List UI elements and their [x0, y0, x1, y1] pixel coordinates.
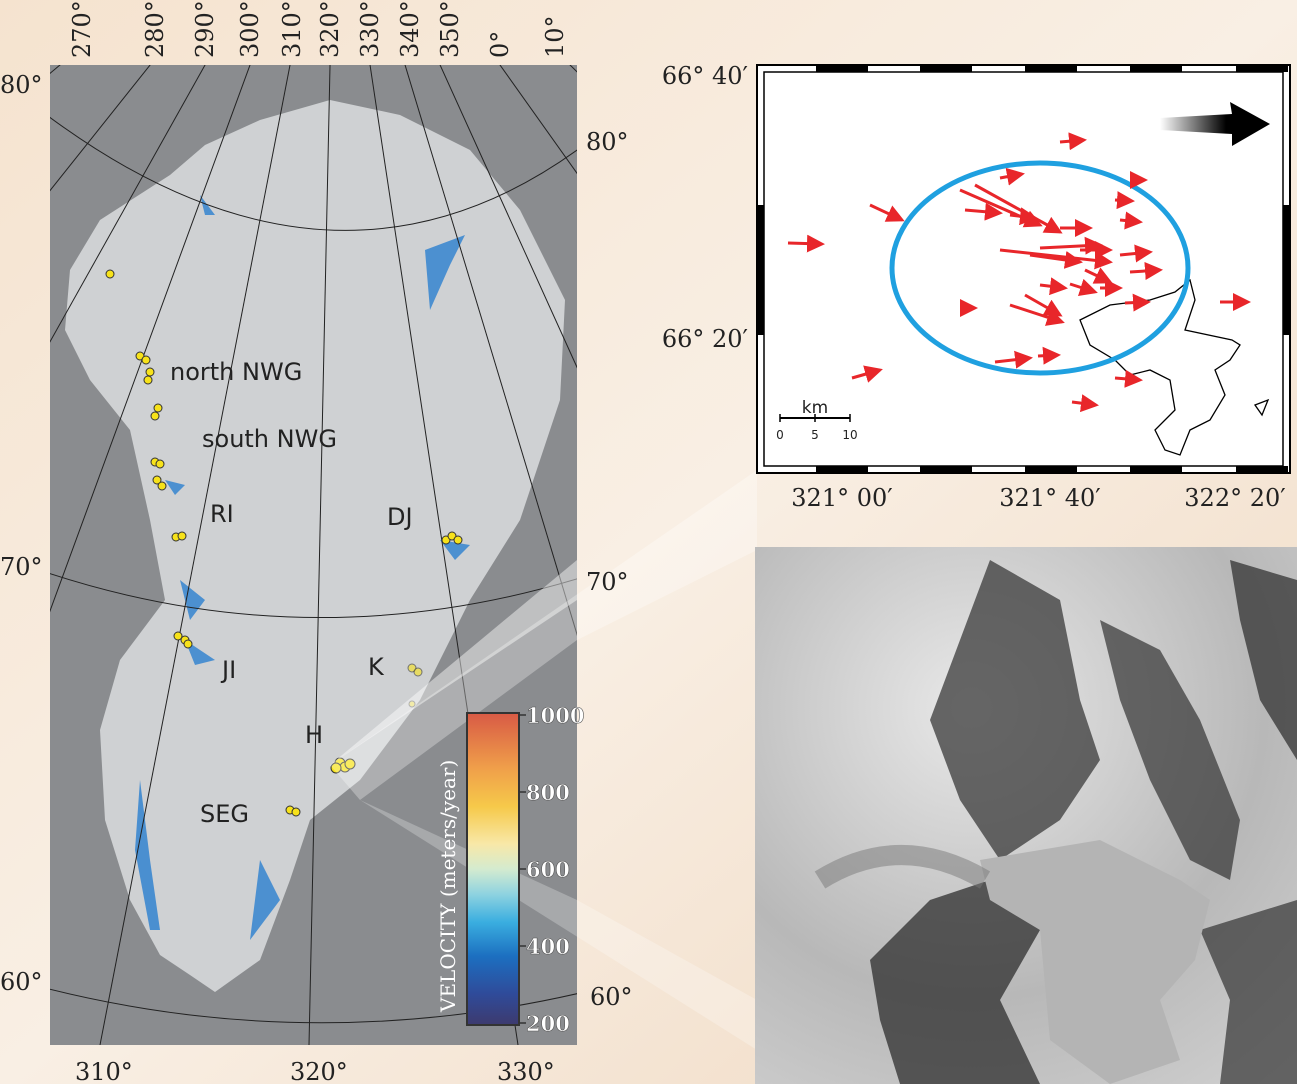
scale-bar: km 0 5 10 — [776, 398, 857, 442]
x-label: 321° 00′ — [791, 484, 892, 512]
lon-label: 350° — [436, 0, 464, 58]
region-label: north NWG — [170, 358, 302, 386]
inset: km 0 5 10 66° 40′ 66° 20′ 321° 00′ 321° 40… — [662, 62, 1291, 512]
lon-label: 10° — [541, 15, 569, 58]
lon-label: 330° — [356, 0, 384, 58]
colorbar-tick-label: 200 — [526, 1011, 570, 1036]
colorbar-title: VELOCITY (meters/year) — [436, 760, 460, 1013]
scale-tick-label: 5 — [811, 428, 819, 442]
colorbar: VELOCITY (meters/year) 200 400 600 800 1000 — [436, 703, 585, 1037]
lon-label: 320° — [316, 0, 344, 58]
lat-label: 60° — [590, 983, 633, 1011]
sample-points — [105, 269, 463, 817]
fjord-ice — [980, 840, 1210, 1084]
scale-tick-label: 10 — [842, 428, 857, 442]
region-label: SEG — [200, 800, 249, 828]
velocity-arrows — [787, 132, 1251, 413]
map-body — [50, 65, 577, 1045]
lon-label: 320° — [290, 1058, 348, 1084]
lon-label: 310° — [278, 0, 306, 58]
zoom-wedge — [360, 800, 757, 1050]
frame-ticks — [757, 65, 1290, 473]
lat-label: 60° — [0, 968, 43, 996]
colorbar-tick-label: 600 — [526, 857, 570, 882]
y-label: 66° 40′ — [662, 62, 748, 90]
x-label: 322° 20′ — [1184, 484, 1285, 512]
glacier-streaks — [135, 195, 470, 940]
top-lon-labels: 270° 280° 290° 300° 310° 320° 330° 340° … — [68, 0, 569, 58]
mountains — [1100, 620, 1240, 880]
lat-label: 70° — [586, 568, 629, 596]
lon-label: 0° — [486, 31, 514, 58]
region-label: H — [305, 721, 323, 749]
reference-arrow — [1160, 102, 1270, 146]
lon-label: 270° — [68, 0, 96, 58]
colorbar-tick-label: 1000 — [526, 703, 584, 728]
lat-labels: 80° 70° 60° 80° 70° 60° 310° 320° 330° — [0, 71, 633, 1084]
x-label: 321° 40′ — [999, 484, 1100, 512]
colorbar-tick-label: 800 — [526, 780, 570, 805]
colorbar-tick-label: 400 — [526, 934, 570, 959]
lat-label: 80° — [586, 128, 629, 156]
y-label: 66° 20′ — [662, 325, 748, 353]
zoom-wedge — [330, 470, 757, 800]
zoom-wedge — [330, 560, 577, 765]
region-label: K — [368, 653, 385, 681]
lon-label: 300° — [236, 0, 264, 58]
region-labels: north NWG south NWG RI DJ JI K H SEG — [170, 358, 413, 828]
scale-tick-label: 0 — [776, 428, 784, 442]
mountains — [930, 560, 1100, 860]
lon-label: 340° — [396, 0, 424, 58]
inset-axis-labels: 66° 40′ 66° 20′ 321° 00′ 321° 40′ 322° 2… — [662, 62, 1286, 512]
colorbar-ramp — [466, 712, 520, 1026]
glacier-flow — [814, 845, 991, 889]
greenland — [65, 100, 565, 992]
satellite-image — [755, 547, 1297, 1084]
mountains — [1230, 560, 1297, 760]
region-label: JI — [220, 656, 236, 684]
region-ellipse — [889, 160, 1191, 376]
mountains — [1200, 900, 1297, 1084]
mountains — [870, 880, 1040, 1084]
lon-label: 310° — [75, 1058, 133, 1084]
scale-unit: km — [802, 398, 828, 418]
lon-label: 290° — [191, 0, 219, 58]
lat-label: 70° — [0, 553, 43, 581]
lon-label: 280° — [141, 0, 169, 58]
inset-frame — [756, 64, 1291, 474]
lat-label: 80° — [0, 71, 43, 99]
region-label: RI — [210, 500, 234, 528]
lon-label: 330° — [497, 1058, 555, 1084]
region-label: south NWG — [202, 425, 337, 453]
region-label: DJ — [387, 503, 413, 531]
